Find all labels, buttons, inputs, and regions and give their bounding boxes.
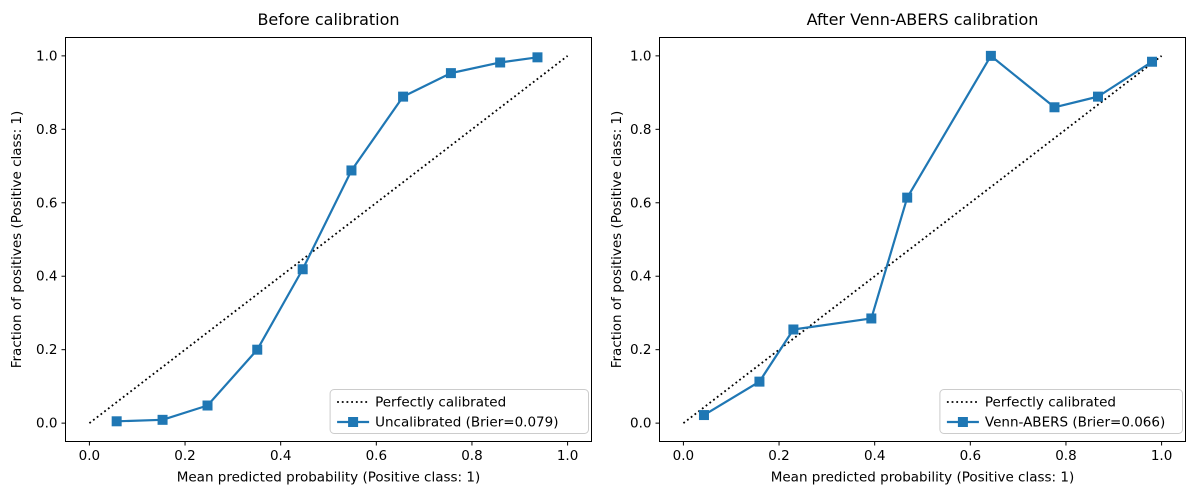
data-point-marker	[157, 414, 168, 425]
data-point-marker	[788, 324, 799, 335]
x-axis-label: Mean predicted probability (Positive cla…	[177, 470, 481, 486]
reference-line	[682, 55, 1163, 424]
legend-label: Perfectly calibrated	[985, 395, 1116, 411]
y-tick-label: 0.0	[630, 416, 651, 432]
data-point-marker	[902, 192, 913, 203]
y-tick-label: 0.2	[630, 342, 651, 358]
data-point-marker	[297, 264, 308, 275]
data-point-marker	[252, 344, 263, 355]
y-axis-label: Fraction of positives (Positive class: 1…	[609, 111, 625, 369]
data-point-marker	[445, 68, 456, 79]
x-tick-label: 0.4	[864, 448, 885, 464]
calibration-plot-after: 0.0 0.2 0.4 0.6 0.8 1.0 0.0 0.2 0.4 0.6 0.8 1.0 Afte…	[609, 10, 1186, 486]
y-tick-label: 1.0	[630, 48, 651, 64]
data-point-marker	[866, 313, 877, 324]
x-tick-label: 0.8	[461, 448, 482, 464]
legend	[939, 389, 1183, 434]
data-point-marker	[398, 91, 409, 102]
reference-line	[88, 55, 569, 424]
y-tick-label: 0.2	[36, 342, 57, 358]
data-point-marker	[1092, 91, 1103, 102]
x-tick-label: 0.0	[673, 448, 694, 464]
legend	[329, 389, 589, 434]
y-tick-label: 0.4	[630, 269, 651, 285]
x-tick-label: 0.6	[366, 448, 387, 464]
data-point-marker	[111, 416, 122, 427]
data-point-marker	[698, 410, 709, 421]
y-axis-label: Fraction of positives (Positive class: 1…	[9, 111, 25, 369]
data-point-marker	[754, 376, 765, 387]
x-tick-label: 0.2	[768, 448, 789, 464]
legend-sample-marker	[957, 417, 968, 427]
axes-spines	[65, 37, 592, 442]
x-tick-label: 0.2	[174, 448, 195, 464]
x-tick-label: 0.6	[960, 448, 981, 464]
x-tick-label: 0.8	[1055, 448, 1076, 464]
legend-sample-marker	[348, 417, 359, 427]
y-tick-label: 0.4	[36, 269, 57, 285]
y-tick-label: 0.0	[36, 416, 57, 432]
calibration-plot-before: 0.0 0.2 0.4 0.6 0.8 1.0 0.0 0.2 0.4 0.6 0.8 1.0 Befo…	[9, 10, 592, 486]
axes-spines	[659, 37, 1186, 442]
data-point-marker	[1147, 56, 1158, 67]
legend-label: Perfectly calibrated	[375, 395, 506, 411]
legend-label: Venn-ABERS (Brier=0.066)	[985, 415, 1165, 431]
data-point-marker	[495, 57, 506, 68]
data-point-marker	[532, 52, 543, 63]
data-point-marker	[1049, 102, 1060, 113]
plot-title: After Venn-ABERS calibration	[807, 10, 1039, 29]
x-axis-label: Mean predicted probability (Positive cla…	[771, 470, 1075, 486]
y-tick-label: 0.8	[630, 122, 651, 138]
y-tick-label: 1.0	[36, 48, 57, 64]
legend-label: Uncalibrated (Brier=0.079)	[375, 415, 558, 431]
y-tick-label: 0.6	[630, 195, 651, 211]
x-tick-label: 1.0	[1151, 448, 1172, 464]
data-point-marker	[346, 165, 357, 176]
y-tick-label: 0.6	[36, 195, 57, 211]
data-point-marker	[985, 50, 996, 61]
calibration-curve	[116, 56, 538, 423]
y-tick-label: 0.8	[36, 122, 57, 138]
x-tick-label: 0.0	[79, 448, 100, 464]
x-tick-label: 0.4	[270, 448, 291, 464]
x-tick-label: 1.0	[557, 448, 578, 464]
data-point-marker	[202, 400, 213, 411]
plot-title: Before calibration	[257, 10, 399, 29]
